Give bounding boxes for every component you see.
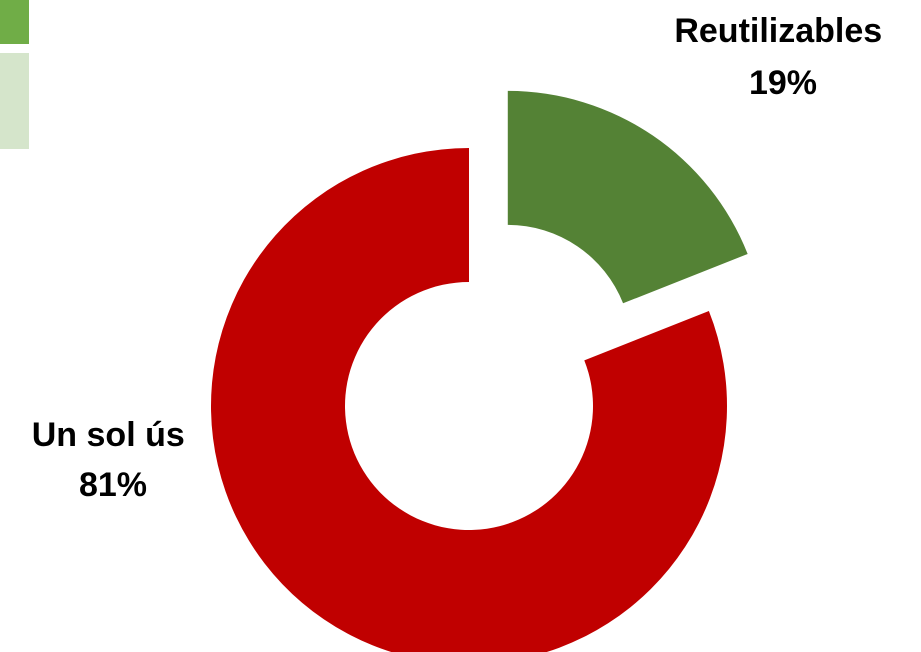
- legend-swatch-light-green: [0, 53, 29, 149]
- slice-label-reutilizables: Reutilizables 19%: [674, 12, 891, 102]
- slice-label-reutilizables-name: Reutilizables: [674, 12, 882, 50]
- legend-swatch-green: [0, 0, 29, 44]
- slice-label-reutilizables-value: 19%: [749, 64, 817, 102]
- slice-label-un-sol-us: Un sol ús 81%: [32, 416, 194, 504]
- slice-label-un-sol-us-name: Un sol ús: [32, 416, 185, 454]
- slice-un-sol-us: [211, 148, 727, 652]
- slice-reutilizables: [507, 90, 748, 304]
- donut-slices: [211, 90, 748, 652]
- slice-label-un-sol-us-value: 81%: [79, 466, 147, 504]
